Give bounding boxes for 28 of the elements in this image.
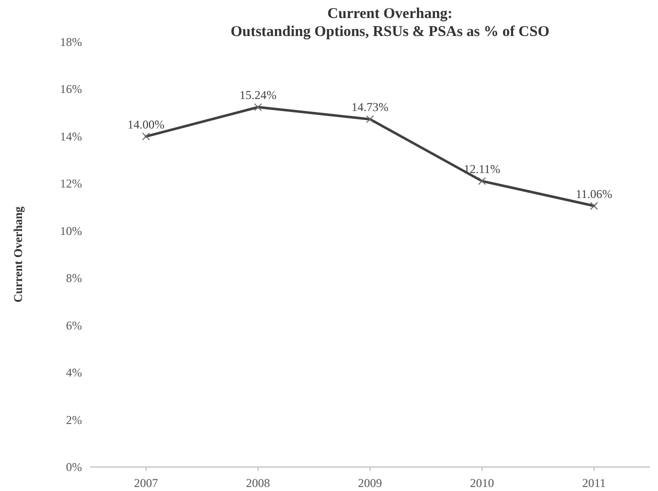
chart-subtitle: Outstanding Options, RSUs & PSAs as % of CSO — [230, 24, 550, 40]
y-axis-title: Current Overhang — [11, 206, 25, 303]
y-tick-label: 8% — [66, 271, 82, 286]
y-tick-label: 4% — [66, 366, 82, 380]
y-tick-label: 10% — [60, 224, 82, 238]
y-tick-label: 2% — [66, 412, 82, 427]
x-tick-label: 2007 — [134, 476, 158, 490]
y-tick-label: 16% — [60, 82, 82, 96]
data-label: 14.73% — [352, 100, 388, 114]
data-label: 11.06% — [576, 186, 612, 201]
data-label: 15.24% — [240, 88, 276, 102]
x-tick-label: 2011 — [582, 476, 606, 490]
chart-title: Current Overhang: — [327, 6, 453, 22]
y-tick-label: 0% — [66, 460, 82, 474]
data-label: 14.00% — [128, 117, 164, 132]
x-tick-label: 2008 — [246, 476, 270, 490]
point — [254, 103, 262, 112]
y-tick-label: 12% — [60, 176, 82, 191]
x-tick-label: 2010 — [470, 476, 494, 490]
data-label: 12.11% — [464, 162, 500, 176]
x-tick-label: 2009 — [358, 476, 382, 490]
point — [590, 202, 598, 210]
y-tick-label: 14% — [60, 129, 82, 144]
point — [478, 177, 486, 186]
y-tick-label: 6% — [66, 318, 82, 332]
point — [366, 115, 374, 124]
point — [142, 132, 150, 140]
y-tick-label: 18% — [60, 35, 82, 49]
